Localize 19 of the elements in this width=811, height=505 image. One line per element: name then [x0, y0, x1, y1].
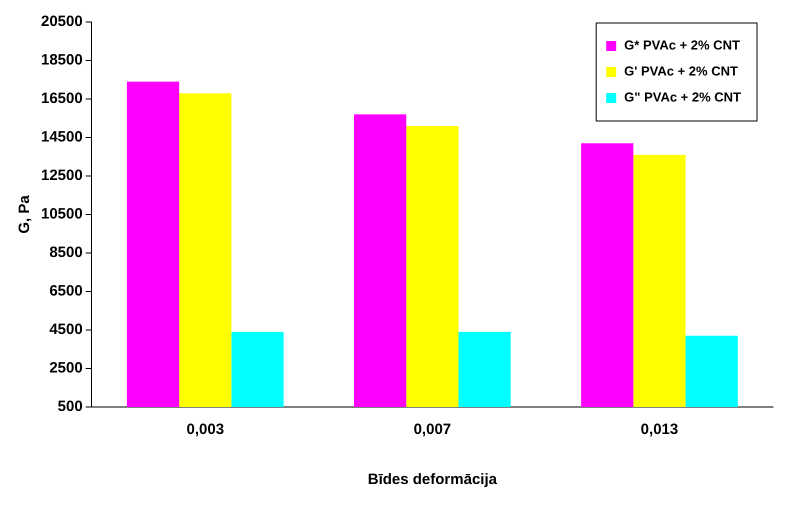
- y-tick-label: 8500: [49, 244, 83, 262]
- y-tick-label: 16500: [40, 90, 83, 108]
- y-tick-label: 500: [58, 398, 83, 416]
- legend-label: G" PVAc + 2% CNT: [624, 90, 742, 105]
- y-tick-label: 20500: [40, 13, 83, 30]
- x-tick-label: 0,003: [186, 421, 224, 438]
- legend-label: G* PVAc + 2% CNT: [624, 38, 740, 53]
- y-tick-label: 2500: [49, 360, 83, 377]
- y-tick-label: 18500: [40, 52, 83, 69]
- y-tick-label: 12500: [40, 167, 83, 184]
- y-tick-label: 4500: [49, 321, 83, 338]
- legend-label: G' PVAc + 2% CNT: [624, 64, 738, 79]
- x-tick-label: 0,013: [640, 421, 678, 438]
- x-axis-title: Bīdes deformācija: [368, 471, 498, 488]
- y-tick-label: 6500: [49, 282, 83, 300]
- y-axis-title: G, Pa: [16, 194, 34, 234]
- y-tick-label: 14500: [40, 128, 83, 146]
- y-tick-label: 10500: [40, 206, 83, 223]
- x-tick-label: 0,007: [414, 421, 452, 438]
